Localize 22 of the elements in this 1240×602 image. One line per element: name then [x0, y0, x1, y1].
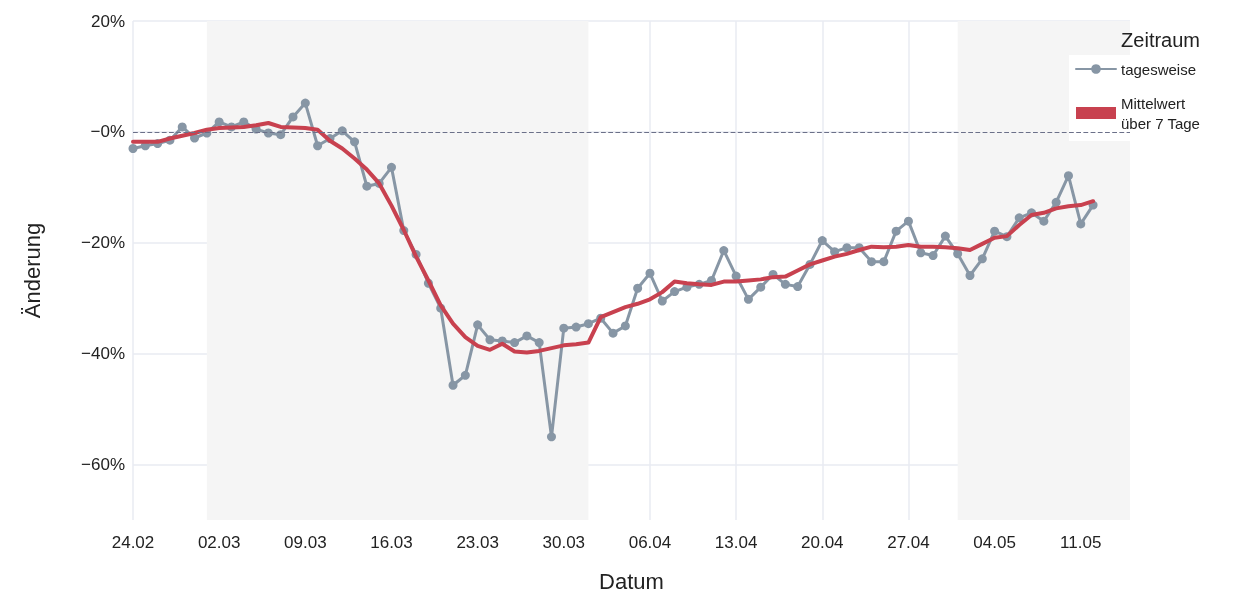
x-tick-label: 02.03 [197, 533, 241, 552]
x-tick-label: 16.03 [370, 533, 413, 552]
x-axis-title: Datum [599, 568, 664, 594]
x-tick-label: 30.03 [542, 533, 586, 552]
x-tick-label: 06.04 [628, 533, 672, 552]
x-tick-label: 13.04 [714, 533, 758, 552]
y-tick-label: 20% [90, 11, 125, 31]
y-axis-title: Änderung [19, 222, 45, 319]
legend-title: Zeitraum [1121, 29, 1200, 51]
legend-label: tagesweise [1121, 60, 1197, 78]
x-tick-label: 23.03 [456, 533, 499, 552]
y-tick-label: −40% [81, 344, 125, 364]
legend-label: Mittelwert über 7 Tage [1121, 94, 1200, 132]
y-tick-label: −0% [90, 122, 125, 142]
x-tick-label: 11.05 [1060, 533, 1102, 552]
y-tick-label: −20% [81, 233, 125, 253]
y-tick-label: −60% [81, 455, 125, 475]
x-tick-label: 24.02 [111, 533, 155, 552]
x-tick-label: 20.04 [801, 533, 844, 552]
x-tick-label: 27.04 [887, 533, 930, 552]
x-tick-label: 04.05 [973, 533, 1016, 552]
x-tick-label: 09.03 [284, 533, 327, 552]
